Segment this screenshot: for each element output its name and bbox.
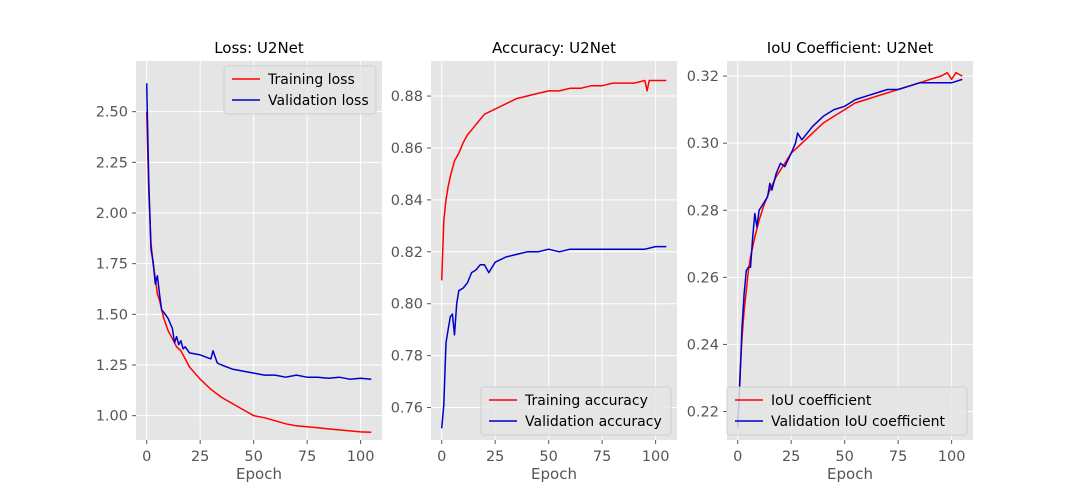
y-tick-label: 0.80 [391,297,423,313]
x-axis-label: Epoch [236,465,282,483]
legend-label: Validation IoU coefficient [771,414,945,430]
x-tick-label: 0 [142,449,151,465]
legend: Training loss Validation loss [223,65,377,115]
legend: IoU coefficient Validation IoU coefficien… [726,386,968,436]
x-tick-label: 75 [298,449,316,465]
x-tick-label: 75 [889,449,907,465]
accuracy-chart: 0 25 50 75 100 0.76 0.78 0.80 0.82 0.84 0.86 0.88 Ac… [391,39,677,483]
y-tick-label: 0.28 [687,203,719,219]
y-tick-label: 0.84 [391,193,423,209]
plot-area [727,61,973,440]
legend-box [223,65,377,115]
y-tick-label: 0.76 [391,401,423,417]
x-tick-label: 25 [486,449,504,465]
series-line-training [145,111,372,434]
series-line-training [440,79,667,281]
y-tick-label: 1.75 [96,257,128,273]
y-tick-label: 2.25 [96,155,128,171]
legend: Training accuracy Validation accuracy [480,386,672,436]
x-axis-label: Epoch [827,465,873,483]
y-tick-label: 0.30 [687,136,719,152]
y-tick-label: 0.24 [687,337,719,353]
y-tick-label: 0.82 [391,245,423,261]
x-tick-label: 0 [437,449,446,465]
x-tick-label: 50 [244,449,262,465]
legend-label: Validation loss [268,93,369,109]
series-line-validation [145,83,372,380]
x-tick-label: 100 [642,449,670,465]
x-tick-label: 100 [938,449,966,465]
x-tick-label: 50 [835,449,853,465]
x-tick-label: 100 [347,449,375,465]
legend-label: Validation accuracy [525,414,662,430]
chart-title: Loss: U2Net [214,39,304,57]
series-line-validation [736,78,963,429]
y-tick-label: 2.00 [96,206,128,222]
x-tick-label: 25 [191,449,209,465]
chart-title: IoU Coefficient: U2Net [767,39,934,57]
series-line-training [736,71,963,425]
chart-title: Accuracy: U2Net [492,39,616,57]
y-tick-label: 1.00 [96,409,128,425]
legend-label: Training accuracy [524,393,648,409]
x-tick-label: 25 [782,449,800,465]
x-tick-label: 50 [539,449,557,465]
x-tick-label: 75 [593,449,611,465]
legend-box [726,386,968,436]
plot-area [136,61,382,440]
legend-label: IoU coefficient [771,393,872,409]
x-axis-label: Epoch [531,465,577,483]
y-tick-label: 0.26 [687,270,719,286]
y-tick-label: 1.25 [96,358,128,374]
y-tick-label: 0.88 [391,89,423,105]
loss-chart: 0 25 50 75 100 1.00 1.25 1.50 1.75 2.00 2.25 2.50 Lo… [96,39,382,483]
y-tick-label: 1.50 [96,307,128,323]
y-tick-label: 0.86 [391,141,423,157]
iou-chart: 0 25 50 75 100 0.22 0.24 0.26 0.28 0.30 0.32 IoU Co… [687,39,973,483]
legend-label: Training loss [267,72,355,88]
y-tick-label: 0.78 [391,349,423,365]
series-line-validation [440,245,667,429]
legend-box [480,386,672,436]
y-tick-label: 0.22 [687,404,719,420]
y-tick-label: 0.32 [687,69,719,85]
y-tick-label: 2.50 [96,105,128,121]
x-tick-label: 0 [733,449,742,465]
